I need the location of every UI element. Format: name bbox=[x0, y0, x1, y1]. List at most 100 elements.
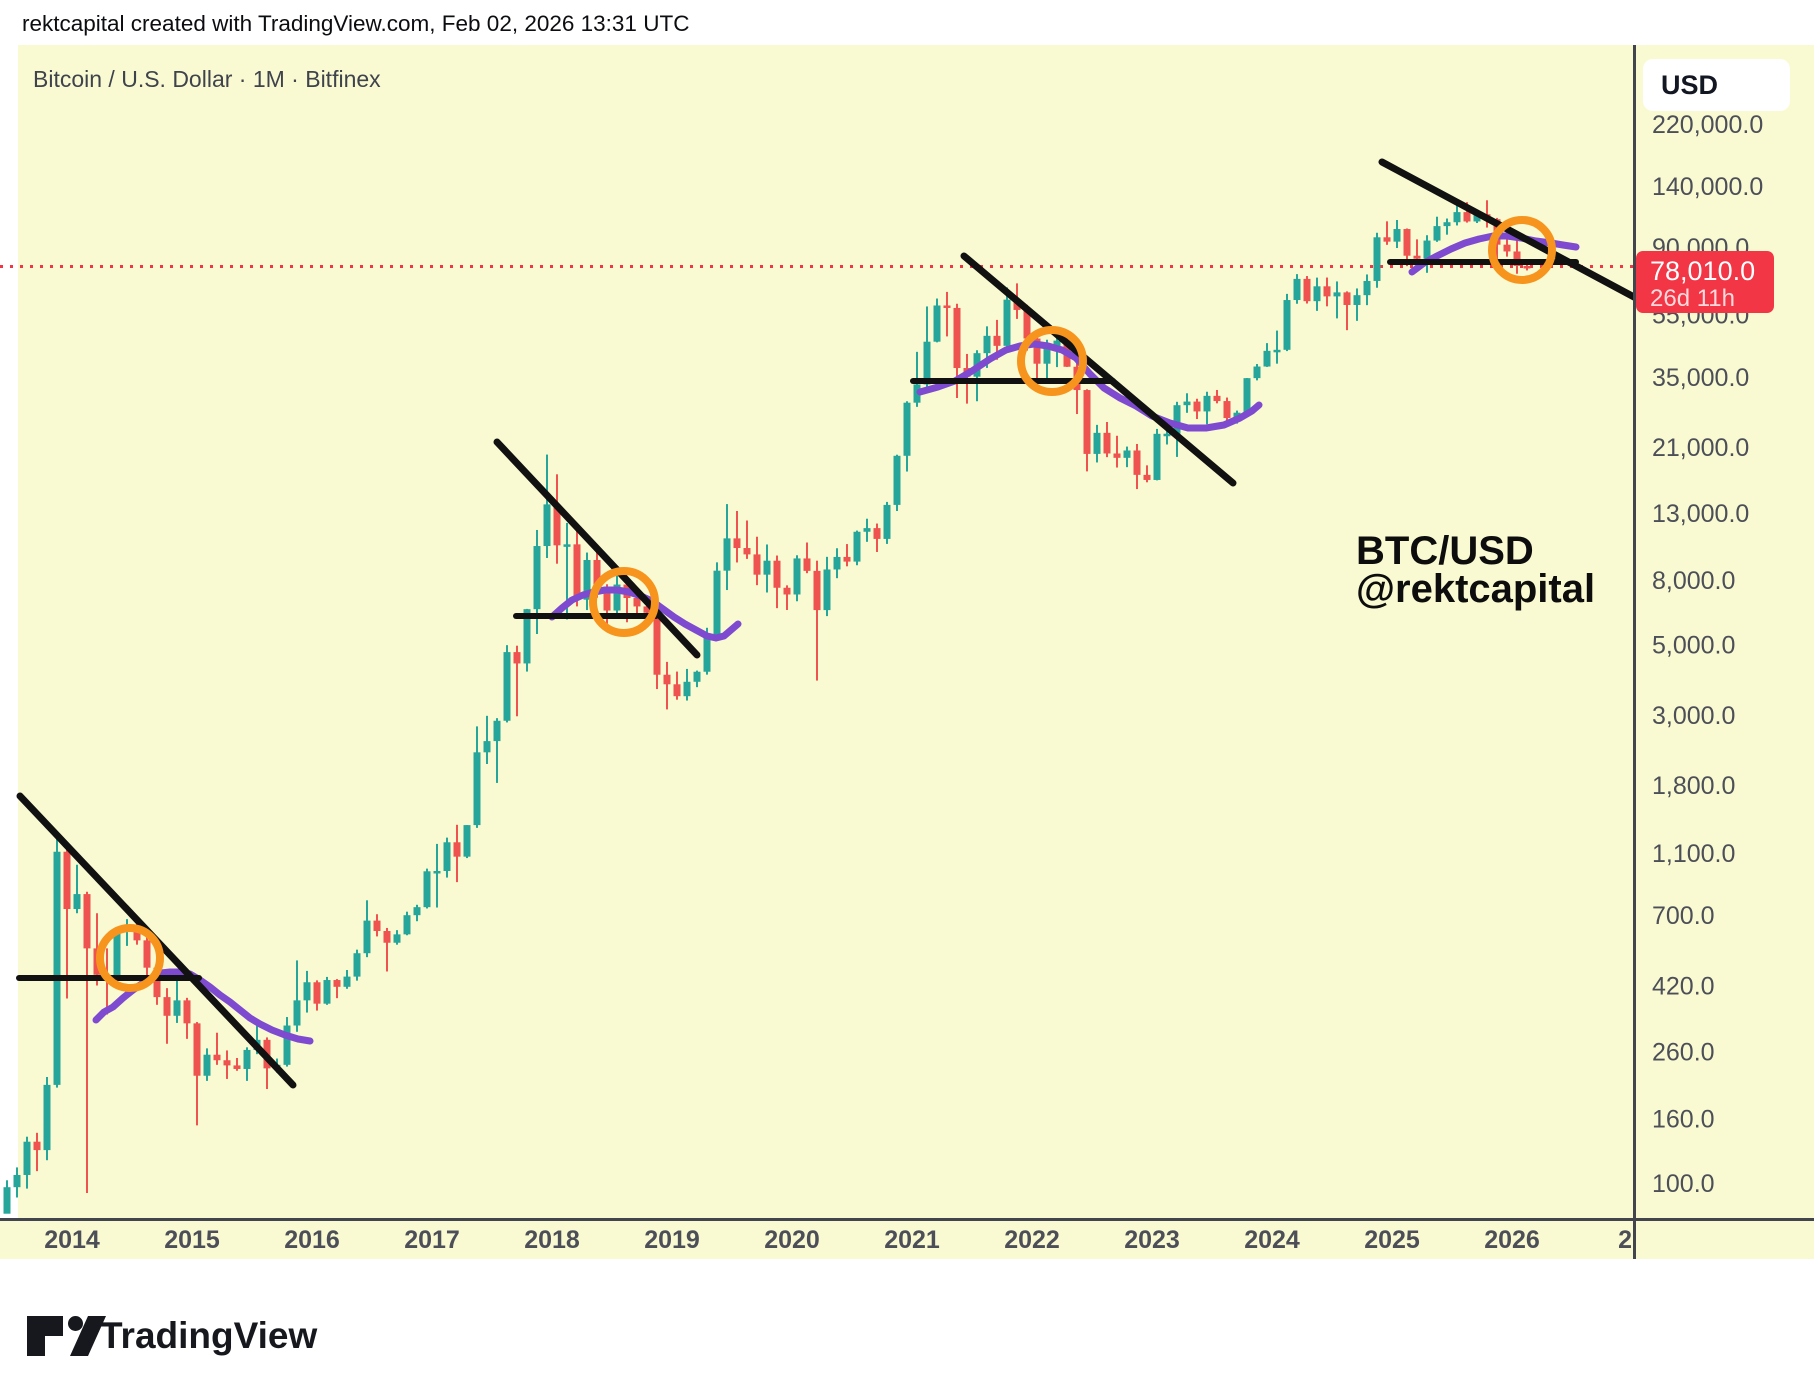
candle bbox=[1343, 291, 1351, 331]
candle bbox=[1143, 465, 1151, 483]
candle bbox=[1503, 239, 1511, 257]
candle bbox=[1193, 398, 1201, 420]
candle bbox=[373, 914, 381, 937]
candle bbox=[323, 976, 331, 1005]
circle-drawings[interactable] bbox=[96, 216, 1556, 992]
candle bbox=[243, 1047, 251, 1081]
candle bbox=[163, 988, 171, 1044]
candle bbox=[833, 548, 841, 579]
year-axis-label: 2018 bbox=[524, 1226, 580, 1254]
candle bbox=[693, 670, 701, 688]
candle bbox=[73, 864, 81, 914]
candle bbox=[393, 930, 401, 945]
candle bbox=[763, 544, 771, 593]
year-axis-label: 2026 bbox=[1484, 1226, 1540, 1254]
tradingview-logo-text: TradingView bbox=[100, 1315, 317, 1356]
candle bbox=[733, 510, 741, 563]
tradingview-logo-dot-icon bbox=[68, 1316, 83, 1331]
candle bbox=[33, 1132, 41, 1172]
candle bbox=[1423, 235, 1431, 273]
candle bbox=[723, 504, 731, 591]
candle bbox=[793, 555, 801, 602]
candle bbox=[213, 1032, 221, 1065]
tradingview-logo-slash-icon bbox=[70, 1316, 106, 1356]
candle bbox=[743, 520, 751, 559]
candle bbox=[513, 645, 521, 717]
price-scale[interactable]: 220,000.0140,000.090,000.055,000.035,000… bbox=[1652, 111, 1763, 1198]
candle bbox=[433, 843, 441, 908]
candle bbox=[1103, 421, 1111, 458]
candle bbox=[423, 868, 431, 909]
candle bbox=[1333, 281, 1341, 319]
candle bbox=[453, 824, 461, 883]
candle bbox=[573, 527, 581, 607]
candle bbox=[1263, 343, 1271, 367]
candle bbox=[873, 523, 881, 552]
candle bbox=[713, 562, 721, 639]
highlight-circle[interactable] bbox=[589, 567, 659, 637]
candle bbox=[1173, 401, 1181, 457]
year-axis-label: 2015 bbox=[164, 1226, 220, 1254]
candle bbox=[753, 536, 761, 586]
candle bbox=[63, 845, 71, 999]
tradingview-logo[interactable]: TradingView bbox=[27, 1315, 317, 1356]
candle bbox=[1123, 446, 1131, 468]
highlight-circle[interactable] bbox=[96, 924, 164, 992]
price-axis-label: 21,000.0 bbox=[1652, 434, 1749, 462]
left-gutter bbox=[0, 45, 18, 1218]
price-axis-label: 5,000.0 bbox=[1652, 632, 1735, 660]
year-axis-label: 2014 bbox=[44, 1226, 100, 1254]
candle bbox=[903, 401, 911, 472]
downtrend-line[interactable] bbox=[960, 252, 1237, 487]
moving-average-curve[interactable] bbox=[916, 340, 1263, 432]
candle bbox=[943, 291, 951, 337]
candle bbox=[1373, 232, 1381, 288]
candle bbox=[843, 544, 851, 567]
candle bbox=[783, 585, 791, 610]
current-price-badge: 78,010.0 26d 11h bbox=[1636, 251, 1774, 313]
candle bbox=[1363, 274, 1371, 306]
price-axis-label: 3,000.0 bbox=[1652, 702, 1735, 730]
highlight-circle[interactable] bbox=[1017, 326, 1087, 396]
downtrend-line[interactable] bbox=[1378, 158, 1638, 301]
candle bbox=[893, 454, 901, 511]
candle bbox=[3, 1180, 11, 1214]
time-scale[interactable]: 2014 2015 2016 2017 2018 2019 2020 2021 2022 2023… bbox=[44, 1226, 1646, 1254]
candle bbox=[173, 972, 181, 1023]
year-axis-label: 2017 bbox=[404, 1226, 460, 1254]
candle bbox=[543, 454, 551, 559]
highlight-circle[interactable] bbox=[1488, 216, 1556, 284]
candle bbox=[683, 668, 691, 701]
candle bbox=[803, 542, 811, 574]
candle bbox=[23, 1136, 31, 1189]
candle bbox=[883, 501, 891, 544]
downtrend-line[interactable] bbox=[493, 438, 701, 659]
badge-countdown: 26d 11h bbox=[1650, 285, 1735, 312]
candle bbox=[1083, 389, 1091, 472]
candle bbox=[1353, 288, 1361, 321]
candle bbox=[583, 552, 591, 611]
candle bbox=[183, 997, 191, 1039]
price-axis-label: 100.0 bbox=[1652, 1170, 1715, 1198]
attribution-text: rektcapital created with TradingView.com… bbox=[22, 11, 689, 36]
watermark: BTC/USD @rektcapital bbox=[1356, 529, 1595, 611]
candle bbox=[53, 836, 61, 1088]
candle bbox=[403, 911, 411, 936]
tradingview-logo-icon bbox=[27, 1316, 63, 1356]
price-axis-label: 140,000.0 bbox=[1652, 173, 1763, 201]
candle bbox=[333, 979, 341, 999]
candle bbox=[1313, 277, 1321, 311]
candle bbox=[1393, 219, 1401, 249]
trendline-drawings[interactable] bbox=[16, 158, 1638, 1089]
currency-button[interactable]: USD bbox=[1643, 59, 1790, 111]
currency-button-label: USD bbox=[1661, 70, 1718, 100]
candle bbox=[773, 555, 781, 609]
candle bbox=[1113, 435, 1121, 468]
candle bbox=[1443, 218, 1451, 235]
candle bbox=[83, 891, 91, 1193]
year-axis-label: 2022 bbox=[1004, 1226, 1060, 1254]
candle bbox=[823, 556, 831, 617]
candle bbox=[473, 726, 481, 828]
candle bbox=[143, 936, 151, 979]
